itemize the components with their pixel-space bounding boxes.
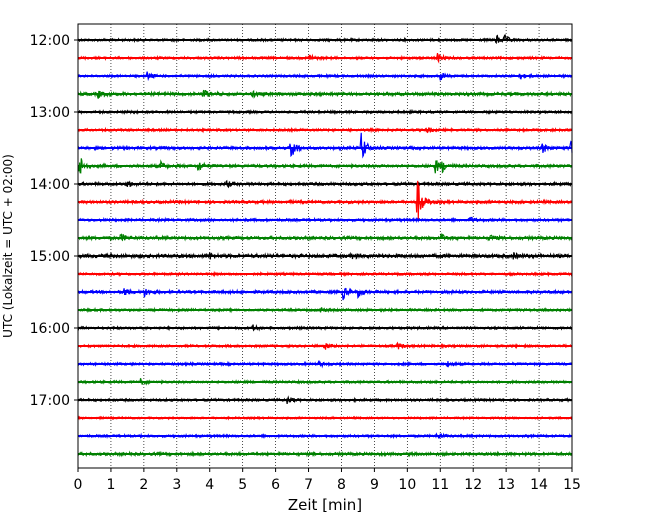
- seismic-trace: [77, 132, 573, 159]
- x-tick-label: 2: [139, 477, 148, 493]
- x-tick-label: 15: [563, 477, 581, 493]
- seismic-trace: [77, 33, 573, 45]
- x-axis-ticks: 0 1 2 3 4 5 6 7 8 9 10 11 12 13 14 15: [74, 468, 581, 493]
- x-tick-label: 14: [530, 477, 548, 493]
- trace-layer: [77, 33, 573, 458]
- x-tick-label: 7: [304, 477, 313, 493]
- y-tick-label: 17:00: [30, 393, 70, 409]
- x-tick-label: 1: [106, 477, 115, 493]
- x-tick-label: 10: [398, 477, 416, 493]
- y-tick-label: 12:00: [30, 33, 70, 49]
- x-tick-label: 8: [337, 477, 346, 493]
- x-tick-label: 6: [271, 477, 280, 493]
- x-axis-label: Zeit [min]: [288, 496, 362, 514]
- x-tick-label: 4: [205, 477, 214, 493]
- x-tick-label: 9: [370, 477, 379, 493]
- x-tick-label: 13: [497, 477, 515, 493]
- x-tick-label: 11: [431, 477, 449, 493]
- y-tick-label: 15:00: [30, 249, 70, 265]
- x-tick-label: 12: [464, 477, 482, 493]
- seismic-trace: [77, 180, 573, 220]
- y-axis-label: UTC (Lokalzeit = UTC + 02:00): [1, 154, 15, 338]
- y-tick-label: 13:00: [30, 105, 70, 121]
- y-tick-label: 16:00: [30, 321, 70, 337]
- y-axis-ticks: 12:00 13:00 14:00 15:00 16:00 17:00: [30, 33, 78, 409]
- grid-lines: [110, 24, 540, 468]
- x-tick-label: 3: [172, 477, 181, 493]
- x-tick-label: 0: [74, 477, 83, 493]
- y-tick-label: 14:00: [30, 177, 70, 193]
- seismic-trace: [77, 287, 573, 301]
- plot-frame: [77, 23, 573, 469]
- x-tick-label: 5: [238, 477, 247, 493]
